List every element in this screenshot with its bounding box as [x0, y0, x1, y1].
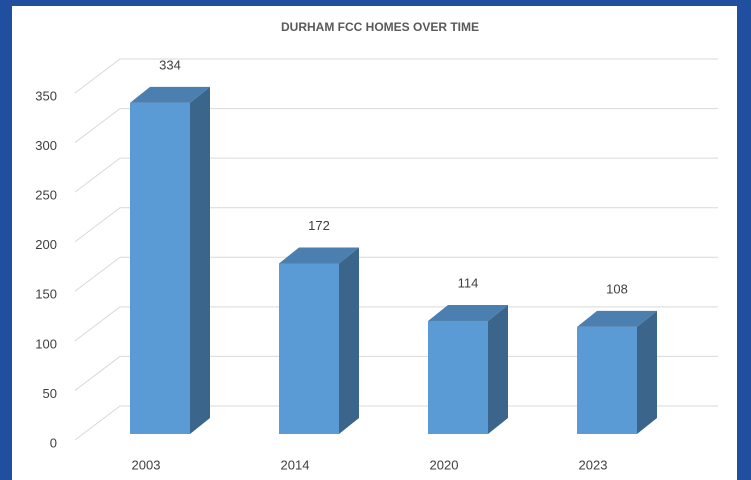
data-label: 108	[606, 281, 628, 296]
y-tick-label: 250	[35, 188, 57, 203]
grid-line	[74, 306, 718, 342]
bar	[279, 247, 359, 434]
x-tick-label: 2020	[430, 457, 459, 472]
bar-side	[488, 304, 508, 434]
x-tick-label: 2023	[579, 457, 608, 472]
y-tick-label: 200	[35, 237, 57, 252]
bar-front	[428, 320, 488, 434]
y-tick-label: 150	[35, 287, 57, 302]
grid-line	[74, 108, 718, 143]
bar-top	[279, 247, 359, 264]
y-tick-label: 50	[43, 386, 57, 401]
bar-side	[190, 86, 210, 434]
grid-line	[74, 58, 718, 94]
grid-line	[74, 157, 718, 193]
x-tick-label: 2003	[132, 457, 161, 472]
x-tick-label: 2014	[281, 457, 310, 472]
bar-front	[130, 102, 190, 434]
y-tick-label: 350	[35, 88, 57, 103]
grid-line	[74, 355, 718, 391]
bar-top	[577, 310, 657, 327]
bar	[577, 310, 657, 434]
bar	[428, 304, 508, 434]
grid-line	[74, 405, 718, 441]
bar	[130, 86, 210, 434]
grid-line	[74, 207, 718, 243]
data-label: 172	[308, 218, 330, 233]
y-tick-label: 0	[50, 435, 57, 450]
bar-top	[428, 304, 508, 321]
data-label: 114	[458, 275, 479, 290]
chart-title: DURHAM FCC HOMES OVER TIME	[281, 20, 479, 34]
y-tick-label: 300	[35, 138, 57, 153]
bar-top	[130, 86, 210, 103]
data-label: 334	[159, 57, 181, 72]
bar-side	[637, 310, 657, 434]
bar-side	[339, 247, 359, 434]
grid-line	[74, 256, 718, 292]
bar-front	[577, 326, 637, 434]
y-tick-label: 100	[35, 336, 57, 351]
bar-front	[279, 263, 339, 434]
